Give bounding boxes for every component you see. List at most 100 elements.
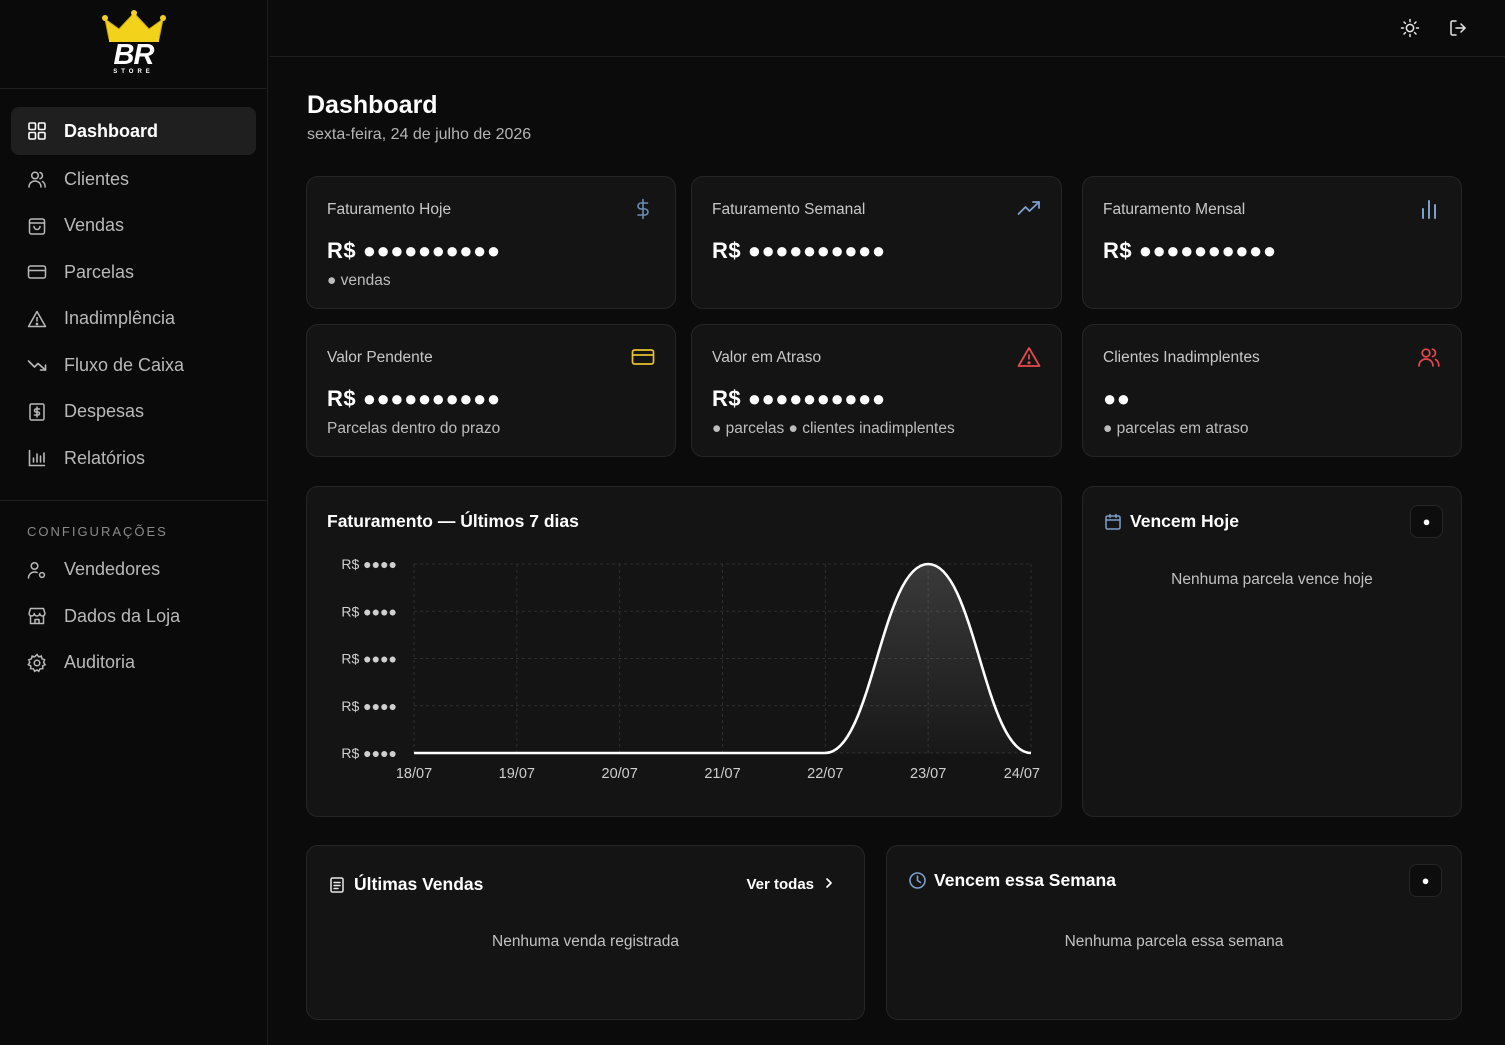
sidebar-item-label: Vendas — [64, 215, 125, 236]
stat-value: R$ ●●●●●●●●●● — [327, 386, 501, 411]
dollar-icon — [631, 197, 655, 221]
x-tick-label: 19/07 — [499, 766, 535, 782]
sidebar: BR STORE Dashboard Clientes — [0, 0, 268, 1045]
sidebar-item-label: Auditoria — [64, 652, 136, 673]
ver-todas-label: Ver todas — [746, 876, 814, 893]
topbar — [269, 0, 1505, 57]
x-tick-label: 21/07 — [704, 766, 740, 782]
y-tick-label: R$ ●●●● — [341, 556, 397, 572]
y-tick-label: R$ ●●●● — [341, 651, 397, 667]
count-badge: ● — [1409, 864, 1442, 897]
sun-icon — [1400, 18, 1420, 38]
user-cog-icon — [26, 559, 48, 581]
brand-logo[interactable]: BR STORE — [99, 9, 169, 79]
bar-chart-icon — [26, 447, 48, 469]
stat-sub: ● vendas — [327, 272, 391, 289]
credit-card-icon — [26, 261, 48, 283]
empty-state: Nenhuma venda registrada — [492, 933, 679, 950]
sidebar-item-label: Dados da Loja — [64, 605, 181, 626]
sidebar-item-clientes[interactable]: Clientes — [11, 156, 256, 203]
store-icon — [26, 605, 48, 627]
clock-icon — [907, 871, 927, 891]
stat-value: R$ ●●●●●●●●●● — [1103, 238, 1277, 263]
stat-label: Faturamento Mensal — [1103, 201, 1246, 218]
logo-area: BR STORE — [0, 0, 267, 89]
stat-value: ●● — [1103, 386, 1131, 411]
sidebar-item-inadimplencia[interactable]: Inadimplência — [11, 296, 256, 343]
sidebar-item-despesas[interactable]: Despesas — [11, 389, 256, 436]
sidebar-nav: Dashboard Clientes Vendas Parcelas — [0, 89, 267, 686]
vencem-semana-header: Vencem essa Semana — [907, 870, 1116, 891]
stat-sub: ● parcelas em atraso — [1103, 420, 1249, 437]
x-tick-label: 22/07 — [807, 766, 843, 782]
logo-subtext: STORE — [113, 69, 154, 75]
calendar-icon — [1103, 512, 1123, 532]
x-tick-label: 20/07 — [602, 766, 638, 782]
sidebar-item-label: Despesas — [64, 401, 145, 422]
sidebar-section-label: CONFIGURAÇÕES — [27, 523, 168, 539]
sidebar-item-dashboard[interactable]: Dashboard — [11, 107, 256, 155]
stat-sub: Parcelas dentro do prazo — [327, 420, 501, 437]
ver-todas-link[interactable]: Ver todas — [746, 876, 834, 893]
stat-card-valor-pendente: Valor Pendente R$ ●●●●●●●●●● Parcelas de… — [306, 324, 676, 457]
stat-card-valor-em-atraso: Valor em Atraso R$ ●●●●●●●●●● ● parcelas… — [691, 324, 1062, 457]
count-badge: ● — [1410, 505, 1443, 538]
sidebar-item-relatorios[interactable]: Relatórios — [11, 435, 256, 482]
trending-down-icon — [26, 354, 48, 376]
chart-card: Faturamento — Últimos 7 dias R$ ●●●● R$ ●… — [306, 486, 1062, 817]
sidebar-item-label: Dashboard — [64, 120, 159, 141]
vencem-hoje-card: Vencem Hoje ● Nenhuma parcela vence hoje — [1082, 486, 1462, 817]
sidebar-item-label: Fluxo de Caixa — [64, 354, 185, 375]
bar-chart-icon — [1417, 197, 1441, 221]
receipt-icon — [26, 401, 48, 423]
vencem-semana-card: Vencem essa Semana ● Nenhuma parcela ess… — [886, 845, 1462, 1020]
sidebar-item-label: Inadimplência — [64, 308, 176, 329]
users-icon — [26, 168, 48, 190]
sidebar-item-label: Vendedores — [64, 559, 161, 580]
sidebar-item-label: Clientes — [64, 168, 130, 189]
logo-text: BR — [113, 39, 155, 71]
stat-label: Faturamento Hoje — [327, 201, 452, 218]
empty-state: Nenhuma parcela vence hoje — [1171, 571, 1373, 588]
revenue-chart: R$ ●●●● R$ ●●●● R$ ●●●● R$ ●●●● R$ ●●●● 18/07… — [341, 556, 1040, 782]
theme-toggle-button[interactable] — [1396, 14, 1424, 42]
sidebar-divider — [0, 499, 267, 501]
sidebar-item-vendedores[interactable]: Vendedores — [11, 547, 256, 594]
sidebar-item-auditoria[interactable]: Auditoria — [11, 640, 256, 687]
sidebar-item-vendas[interactable]: Vendas — [11, 203, 256, 250]
sidebar-item-fluxo-de-caixa[interactable]: Fluxo de Caixa — [11, 342, 256, 389]
y-tick-label: R$ ●●●● — [341, 698, 397, 714]
trending-up-icon — [1017, 197, 1041, 221]
stat-label: Faturamento Semanal — [712, 201, 866, 218]
stat-label: Clientes Inadimplentes — [1103, 349, 1260, 366]
x-tick-label: 23/07 — [910, 766, 946, 782]
x-tick-label: 18/07 — [396, 766, 432, 782]
vencem-hoje-title: Vencem Hoje — [1130, 511, 1239, 531]
ultimas-vendas-header: Últimas Vendas — [327, 874, 483, 895]
alert-triangle-icon — [1017, 345, 1041, 369]
chart-area-fill — [414, 564, 1031, 753]
sidebar-item-label: Relatórios — [64, 447, 146, 468]
alert-triangle-icon — [26, 308, 48, 330]
sidebar-item-dados-da-loja[interactable]: Dados da Loja — [11, 593, 256, 640]
y-tick-label: R$ ●●●● — [341, 603, 397, 619]
stat-label: Valor Pendente — [327, 349, 433, 366]
page-title: Dashboard — [307, 91, 438, 119]
stat-value: R$ ●●●●●●●●●● — [712, 238, 886, 263]
chart-title: Faturamento — Últimos 7 dias — [327, 511, 579, 531]
log-out-icon — [1450, 20, 1466, 36]
sidebar-item-parcelas[interactable]: Parcelas — [11, 249, 256, 296]
stat-value: R$ ●●●●●●●●●● — [712, 386, 886, 411]
x-tick-label: 24/07 — [1004, 766, 1040, 782]
ultimas-vendas-title: Últimas Vendas — [354, 874, 484, 894]
stat-card-faturamento-semanal: Faturamento Semanal R$ ●●●●●●●●●● — [691, 176, 1062, 309]
logout-button[interactable] — [1444, 14, 1472, 42]
empty-state: Nenhuma parcela essa semana — [1064, 933, 1284, 950]
page-date: sexta-feira, 24 de julho de 2026 — [307, 126, 532, 143]
crown-icon — [101, 10, 166, 42]
credit-card-icon — [631, 345, 655, 369]
chart-series-line — [414, 562, 1032, 755]
y-tick-label: R$ ●●●● — [341, 745, 397, 761]
stat-value: R$ ●●●●●●●●●● — [327, 238, 501, 263]
